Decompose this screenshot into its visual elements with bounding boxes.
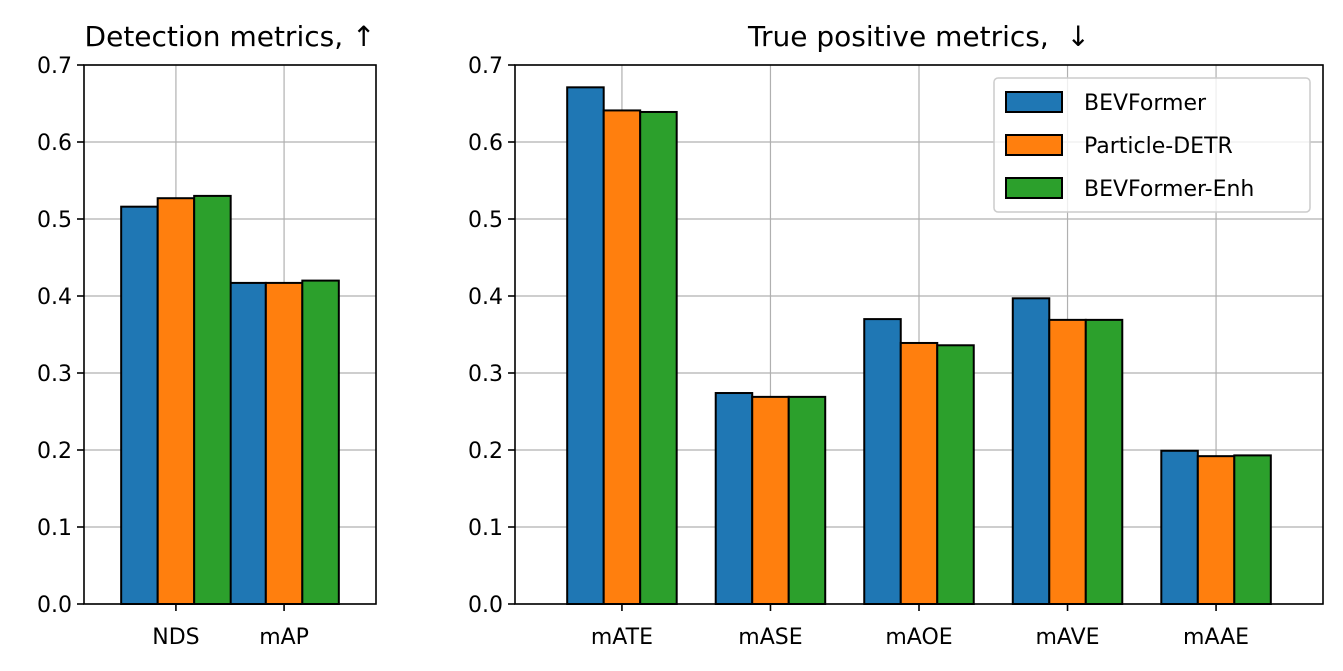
bar-particle-detr-mave: [1048, 318, 1087, 605]
y-tick-label: 0.2: [37, 439, 72, 464]
detection-metrics-axes: [83, 64, 377, 605]
bar-bevformer-enh-mate: [639, 110, 678, 605]
y-tick-label: 0.2: [468, 439, 503, 464]
legend-swatch-bevformer: [1005, 91, 1063, 113]
detection-metrics-chart: 0.0 0.1 0.2 0.3 0.4 0.5 0.6 0.7 NDS mAP Detection…: [37, 20, 377, 650]
legend-swatch-bevformer-enh: [1005, 177, 1063, 199]
x-tick-label-mase: mASE: [738, 625, 802, 650]
y-tick-label: 0.6: [468, 131, 503, 156]
legend-frame: [993, 77, 1311, 213]
legend-label-particle-detr: Particle-DETR: [1084, 134, 1233, 159]
y-tick-label: 0.0: [468, 593, 503, 618]
bar-bevformer-maae: [1160, 449, 1199, 605]
bar-bevformer-mase: [714, 392, 754, 605]
y-tick-label: 0.5: [468, 208, 503, 233]
y-tick-label: 0.4: [468, 285, 503, 310]
true-positive-metrics-title: True positive metrics, ↓: [747, 20, 1090, 53]
bar-bevformer-mate: [566, 86, 605, 605]
bar-bevformer-enh-nds: [193, 194, 232, 605]
bar-bevformer-enh-mave: [1084, 318, 1124, 605]
y-tick-label: 0.3: [37, 362, 72, 387]
bar-particle-detr-maoe: [899, 341, 939, 605]
bar-bevformer-nds: [120, 205, 159, 605]
x-tick-label-mave: mAVE: [1036, 625, 1100, 650]
true-positive-metrics-chart: 0.0 0.1 0.2 0.3 0.4 0.5 0.6 0.7 mATE mASE mAOE mAVE…: [468, 20, 1324, 650]
x-tick-label-map: mAP: [259, 625, 309, 650]
y-tick-label: 0.7: [468, 54, 503, 79]
x-tick-label-maae: mAAE: [1183, 625, 1249, 650]
legend-label-bevformer-enh: BEVFormer-Enh: [1084, 177, 1254, 202]
legend-label-bevformer: BEVFormer: [1084, 91, 1207, 116]
x-tick-label-nds: NDS: [152, 625, 199, 650]
detection-metrics-title: Detection metrics, ↑: [85, 20, 376, 53]
y-tick-label: 0.1: [468, 516, 503, 541]
bar-bevformer-mave: [1011, 297, 1051, 605]
bar-bevformer-enh-mase: [787, 395, 827, 605]
y-tick-label: 0.1: [37, 516, 72, 541]
bar-particle-detr-mate: [602, 109, 642, 606]
legend-swatch-particle-detr: [1005, 134, 1063, 156]
y-tick-label: 0.5: [37, 208, 72, 233]
bar-bevformer-enh-maae: [1233, 454, 1272, 606]
y-tick-label: 0.4: [37, 285, 72, 310]
x-tick-label-maoe: mAOE: [885, 625, 952, 650]
bar-particle-detr-nds: [156, 197, 196, 606]
y-tick-label: 0.0: [37, 593, 72, 618]
y-tick-label: 0.3: [468, 362, 503, 387]
bar-particle-detr-maae: [1196, 455, 1236, 605]
bar-bevformer-enh-maoe: [936, 344, 975, 605]
y-tick-label: 0.6: [37, 131, 72, 156]
legend: BEVFormer Particle-DETR BEVFormer-Enh: [993, 77, 1311, 213]
x-tick-label-mate: mATE: [591, 625, 653, 650]
bar-bevformer-map: [228, 281, 267, 605]
y-tick-label: 0.7: [37, 54, 72, 79]
bar-particle-detr-mase: [751, 395, 790, 605]
bar-bevformer-enh-map: [301, 279, 340, 605]
bar-bevformer-maoe: [863, 318, 902, 605]
bar-particle-detr-map: [264, 281, 304, 605]
